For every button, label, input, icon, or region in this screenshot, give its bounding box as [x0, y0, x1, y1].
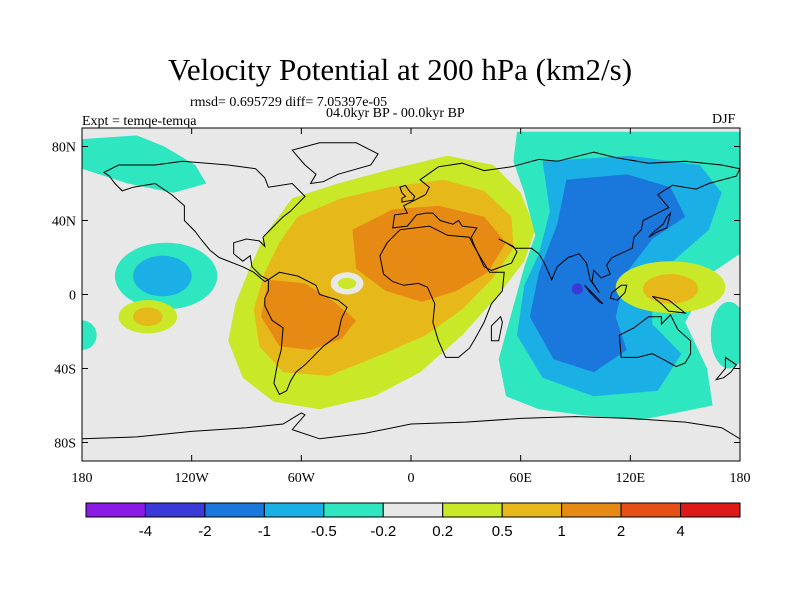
colorbar-label: 0.2: [432, 523, 453, 540]
contour-south-pacific-inner: [133, 307, 163, 326]
rmsd-diff-label: rmsd= 0.695729 diff= 7.05397e-05: [190, 95, 388, 110]
x-tick-label: 0: [408, 471, 415, 486]
contour-southwest-edge: [82, 320, 97, 350]
colorbar-label: -4: [139, 523, 152, 540]
y-tick-label: 80S: [54, 437, 76, 452]
colorbar-label: 4: [676, 523, 684, 540]
colorbar-swatch: [263, 502, 325, 518]
coastline-greenland: [291, 142, 379, 185]
colorbar-swatch: [680, 502, 741, 518]
contour-east-pacific-inner: [133, 255, 192, 297]
coastline-new-zealand: [714, 356, 738, 381]
colorbar-swatch: [561, 502, 622, 518]
colorbar-swatch: [323, 502, 384, 518]
coastline-sumatra: [584, 284, 604, 305]
colorbar-swatch: [144, 502, 206, 518]
y-tick-label: 0: [69, 289, 76, 304]
period-label: 04.0kyr BP - 00.0kyr BP: [326, 106, 465, 121]
coastline-japan: [648, 211, 672, 238]
contour-bay-bengal-minimum: [571, 283, 583, 295]
colorbar-label: -0.5: [311, 523, 337, 540]
contour-arctic-pacific: [82, 135, 207, 193]
contour-africa-maximum: [352, 205, 506, 302]
y-tick-label: 40N: [52, 215, 76, 230]
x-tick-label: 120W: [175, 471, 210, 486]
coastline-borneo: [609, 284, 628, 301]
x-tick-label: 180: [72, 471, 93, 486]
coastline-south-america: [264, 271, 348, 396]
coastline-antarctica: [82, 412, 740, 440]
colorbar-swatch: [382, 502, 444, 518]
coastline-madagascar: [490, 315, 503, 342]
colorbar-label: 2: [617, 523, 625, 540]
x-tick-label: 180: [730, 471, 751, 486]
coastline-australia: [618, 314, 692, 368]
contour-negative-core: [529, 174, 686, 373]
contour-pacific-edge: [710, 301, 740, 369]
chart-title: Velocity Potential at 200 hPa (km2/s): [167, 52, 633, 87]
season-label: DJF: [712, 112, 736, 127]
coastline-north-america: [102, 160, 306, 283]
colorbar-swatch: [620, 502, 682, 518]
coastline-eurasia: [392, 151, 740, 293]
colorbar-label: -1: [258, 523, 271, 540]
colorbar-label: -0.2: [370, 523, 396, 540]
x-tick-label: 60W: [288, 471, 316, 486]
colorbar-swatch: [442, 502, 503, 518]
colorbar-label: -2: [198, 523, 211, 540]
coastline-africa: [379, 225, 505, 358]
experiment-label: Expt = temqe-temqa: [82, 114, 197, 129]
coastline-new-guinea: [651, 295, 687, 314]
colorbar-label: 0.5: [492, 523, 513, 540]
x-tick-label: 60E: [509, 471, 532, 486]
x-tick-label: 120E: [616, 471, 646, 486]
coastline-uk: [399, 184, 416, 203]
contour-west-pacific-inner: [643, 274, 698, 304]
y-tick-label: 80N: [52, 141, 76, 156]
y-tick-label: 40S: [54, 363, 76, 378]
colorbar-swatch: [501, 502, 563, 518]
colorbar-label: 1: [557, 523, 565, 540]
colorbar-swatch: [204, 502, 265, 518]
colorbar-swatch: [85, 502, 146, 518]
contour-south-america-maximum: [261, 279, 357, 350]
contour-ring-inner: [337, 277, 357, 289]
